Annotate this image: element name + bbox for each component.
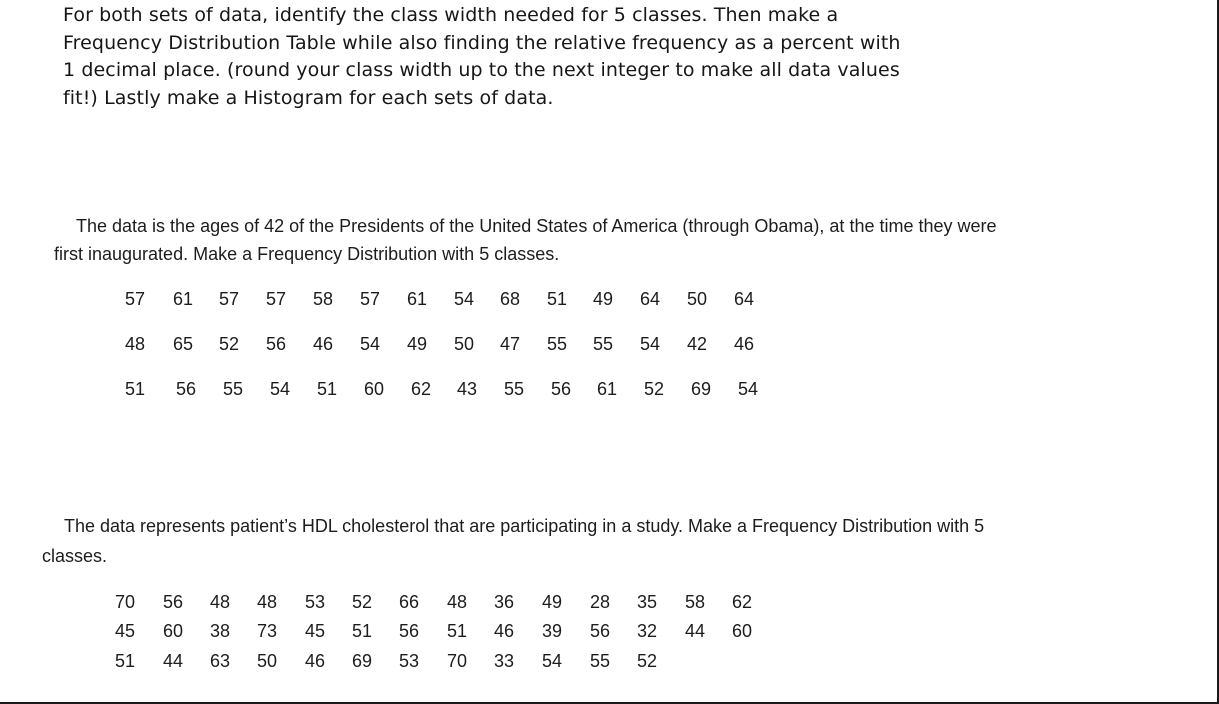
data-value: 56 bbox=[590, 621, 611, 641]
data-value: 45 bbox=[305, 621, 326, 641]
data-value: 70 bbox=[115, 592, 136, 612]
data-value: 54 bbox=[640, 334, 661, 354]
data-value: 32 bbox=[637, 621, 658, 641]
presidents-problem-line: first inaugurated. Make a Frequency Dist… bbox=[54, 244, 560, 264]
data-value: 51 bbox=[115, 651, 136, 671]
data-value: 58 bbox=[685, 592, 706, 612]
data-value: 64 bbox=[640, 289, 661, 309]
data-value: 50 bbox=[257, 651, 278, 671]
data-value: 50 bbox=[454, 334, 475, 354]
data-value: 54 bbox=[270, 379, 291, 399]
presidents-data-row: 51 56 55 54 51 60 62 43 55 56 61 52 69 54 bbox=[0, 379, 1219, 403]
data-value: 62 bbox=[411, 379, 432, 399]
data-value: 60 bbox=[364, 379, 385, 399]
data-value: 64 bbox=[734, 289, 755, 309]
data-value: 33 bbox=[494, 651, 515, 671]
data-value: 49 bbox=[542, 592, 563, 612]
data-value: 55 bbox=[504, 379, 525, 399]
data-value: 52 bbox=[637, 651, 658, 671]
data-value: 51 bbox=[125, 379, 146, 399]
data-value: 57 bbox=[360, 289, 381, 309]
instructions-line: 1 decimal place. (round your class width… bbox=[63, 59, 900, 81]
data-value: 52 bbox=[219, 334, 240, 354]
data-value: 43 bbox=[457, 379, 478, 399]
data-value: 55 bbox=[223, 379, 244, 399]
data-value: 58 bbox=[313, 289, 334, 309]
instructions-paragraph: For both sets of data, identify the clas… bbox=[63, 2, 1003, 112]
data-value: 51 bbox=[447, 621, 468, 641]
cholesterol-data-row: 70 56 48 48 53 52 66 48 36 49 28 35 58 62 bbox=[0, 592, 1219, 616]
data-value: 54 bbox=[360, 334, 381, 354]
presidents-problem-line: The data is the ages of 42 of the Presid… bbox=[76, 216, 997, 236]
data-value: 47 bbox=[500, 334, 521, 354]
data-value: 53 bbox=[305, 592, 326, 612]
data-value: 61 bbox=[173, 289, 194, 309]
data-value: 38 bbox=[210, 621, 231, 641]
data-value: 60 bbox=[163, 621, 184, 641]
data-value: 56 bbox=[163, 592, 184, 612]
data-value: 48 bbox=[447, 592, 468, 612]
data-value: 46 bbox=[494, 621, 515, 641]
cholesterol-data-row: 45 60 38 73 45 51 56 51 46 39 56 32 44 60 bbox=[0, 621, 1219, 645]
data-value: 35 bbox=[637, 592, 658, 612]
data-value: 51 bbox=[352, 621, 373, 641]
data-value: 55 bbox=[547, 334, 568, 354]
cholesterol-problem-line: The data represents patient’s HDL choles… bbox=[64, 516, 985, 536]
data-value: 69 bbox=[691, 379, 712, 399]
data-value: 46 bbox=[734, 334, 755, 354]
data-value: 49 bbox=[407, 334, 428, 354]
presidents-data-row: 48 65 52 56 46 54 49 50 47 55 55 54 42 46 bbox=[0, 334, 1219, 358]
data-value: 46 bbox=[313, 334, 334, 354]
data-value: 39 bbox=[542, 621, 563, 641]
data-value: 56 bbox=[399, 621, 420, 641]
data-value: 70 bbox=[447, 651, 468, 671]
data-value: 52 bbox=[352, 592, 373, 612]
data-value: 53 bbox=[399, 651, 420, 671]
data-value: 54 bbox=[454, 289, 475, 309]
data-value: 49 bbox=[593, 289, 614, 309]
data-value: 54 bbox=[542, 651, 563, 671]
data-value: 65 bbox=[173, 334, 194, 354]
data-value: 60 bbox=[732, 621, 753, 641]
data-value: 69 bbox=[352, 651, 373, 671]
data-value: 52 bbox=[644, 379, 665, 399]
cholesterol-problem-line: classes. bbox=[42, 546, 108, 566]
instructions-line: Frequency Distribution Table while also … bbox=[63, 31, 901, 54]
data-value: 62 bbox=[732, 592, 753, 612]
data-value: 57 bbox=[125, 289, 146, 309]
data-value: 44 bbox=[163, 651, 184, 671]
data-value: 55 bbox=[590, 651, 611, 671]
presidents-data-row: 57 61 57 57 58 57 61 54 68 51 49 64 50 64 bbox=[0, 289, 1219, 313]
data-value: 55 bbox=[593, 334, 614, 354]
data-value: 61 bbox=[597, 379, 618, 399]
data-value: 56 bbox=[266, 334, 287, 354]
data-value: 66 bbox=[399, 592, 420, 612]
data-value: 63 bbox=[210, 651, 231, 671]
data-value: 61 bbox=[407, 289, 428, 309]
data-value: 73 bbox=[257, 621, 278, 641]
data-value: 57 bbox=[266, 289, 287, 309]
instructions-line: fit!) Lastly make a Histogram for each s… bbox=[63, 86, 554, 109]
data-value: 68 bbox=[500, 289, 521, 309]
data-value: 48 bbox=[257, 592, 278, 612]
data-value: 51 bbox=[317, 379, 338, 399]
data-value: 45 bbox=[115, 621, 136, 641]
data-value: 48 bbox=[210, 592, 231, 612]
data-value: 51 bbox=[547, 289, 568, 309]
data-value: 46 bbox=[305, 651, 326, 671]
data-value: 36 bbox=[494, 592, 515, 612]
data-value: 50 bbox=[687, 289, 708, 309]
data-value: 44 bbox=[685, 621, 706, 641]
cholesterol-data-row: 51 44 63 50 46 69 53 70 33 54 55 52 bbox=[0, 651, 1219, 675]
data-value: 42 bbox=[687, 334, 708, 354]
data-value: 57 bbox=[219, 289, 240, 309]
data-value: 48 bbox=[125, 334, 146, 354]
data-value: 28 bbox=[590, 592, 611, 612]
data-value: 56 bbox=[551, 379, 572, 399]
instructions-line: For both sets of data, identify the clas… bbox=[63, 4, 839, 26]
data-value: 54 bbox=[738, 379, 759, 399]
data-value: 56 bbox=[176, 379, 197, 399]
